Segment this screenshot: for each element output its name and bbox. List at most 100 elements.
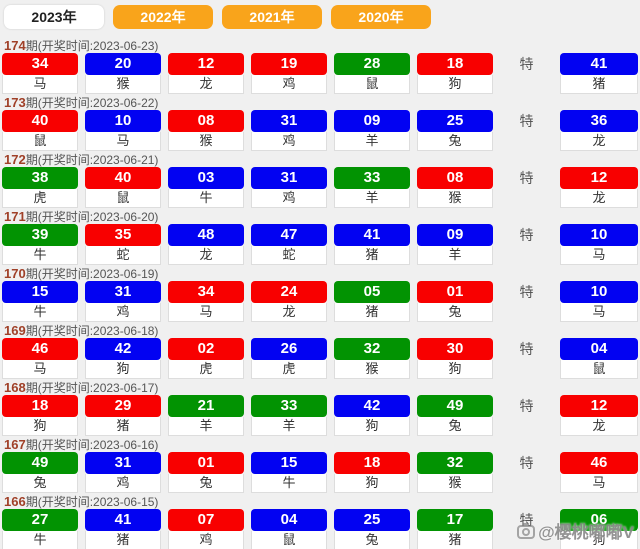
number-cell: 04 鼠	[251, 509, 327, 549]
draw-time-label: 期(开奖时间:2023-06-19)	[25, 267, 159, 281]
number-cell: 46 马	[2, 338, 78, 379]
draw-period-number: 174	[4, 38, 26, 53]
special-marker-label: 特	[519, 398, 534, 414]
number-cell: 42 狗	[334, 395, 410, 436]
draw-row: 174期(开奖时间:2023-06-23) 34 马 20 猴 12 龙 19 …	[2, 38, 638, 95]
zodiac-label: 鸡	[251, 75, 327, 94]
draw-period-number: 169	[4, 323, 26, 338]
zodiac-label: 马	[560, 474, 638, 493]
number-pill: 31	[85, 281, 161, 303]
number-pill: 10	[560, 224, 638, 246]
number-pill: 01	[168, 452, 244, 474]
zodiac-label: 龙	[560, 132, 638, 151]
zodiac-label: 狗	[417, 75, 493, 94]
number-pill: 12	[560, 167, 638, 189]
number-pill: 03	[168, 167, 244, 189]
zodiac-label: 马	[560, 246, 638, 265]
number-pill: 10	[85, 110, 161, 132]
draw-header: 172期(开奖时间:2023-06-21)	[2, 152, 638, 167]
zodiac-label: 狗	[560, 531, 638, 549]
draw-period-number: 170	[4, 266, 26, 281]
number-pill: 20	[85, 53, 161, 75]
draw-period-number: 167	[4, 437, 26, 452]
tab-2021[interactable]: 2021年	[222, 5, 322, 29]
number-cell: 48 龙	[168, 224, 244, 265]
zodiac-label: 兔	[417, 303, 493, 322]
special-number-cell: 41 猪	[560, 53, 638, 94]
zodiac-label: 龙	[560, 189, 638, 208]
draw-row: 169期(开奖时间:2023-06-18) 46 马 42 狗 02 虎 26 …	[2, 323, 638, 380]
number-cell: 41 猪	[85, 509, 161, 549]
draw-header: 170期(开奖时间:2023-06-19)	[2, 266, 638, 281]
draw-period-number: 172	[4, 152, 26, 167]
zodiac-label: 狗	[85, 360, 161, 379]
number-cell: 49 兔	[2, 452, 78, 493]
number-cell: 31 鸡	[85, 281, 161, 322]
special-number-cell: 46 马	[560, 452, 638, 493]
tab-2022[interactable]: 2022年	[113, 5, 213, 29]
zodiac-label: 羊	[417, 246, 493, 265]
special-marker-label: 特	[519, 227, 534, 243]
draw-header: 173期(开奖时间:2023-06-22)	[2, 95, 638, 110]
number-cell: 29 猪	[85, 395, 161, 436]
zodiac-label: 羊	[334, 132, 410, 151]
draw-period-number: 166	[4, 494, 26, 509]
draw-period-number: 168	[4, 380, 26, 395]
number-cell: 32 猴	[417, 452, 493, 493]
tab-2023[interactable]: 2023年	[4, 5, 104, 29]
draw-row: 170期(开奖时间:2023-06-19) 15 牛 31 鸡 34 马 24 …	[2, 266, 638, 323]
zodiac-label: 狗	[417, 360, 493, 379]
number-pill: 31	[251, 167, 327, 189]
zodiac-label: 马	[560, 303, 638, 322]
special-number-cell: 10 马	[560, 281, 638, 322]
number-pill: 08	[168, 110, 244, 132]
draw-grid: 39 牛 35 蛇 48 龙 47 蛇 41 猪 09 羊 特 10 马	[2, 224, 638, 265]
number-pill: 29	[85, 395, 161, 417]
special-marker-label: 特	[519, 170, 534, 186]
number-pill: 32	[334, 338, 410, 360]
number-cell: 27 牛	[2, 509, 78, 549]
number-pill: 10	[560, 281, 638, 303]
zodiac-label: 猪	[334, 303, 410, 322]
zodiac-label: 鸡	[251, 189, 327, 208]
number-cell: 31 鸡	[251, 110, 327, 151]
number-cell: 09 羊	[417, 224, 493, 265]
number-pill: 33	[251, 395, 327, 417]
number-pill: 25	[334, 509, 410, 531]
number-cell: 40 鼠	[85, 167, 161, 208]
number-cell: 26 虎	[251, 338, 327, 379]
tab-2020[interactable]: 2020年	[331, 5, 431, 29]
number-cell: 33 羊	[334, 167, 410, 208]
number-cell: 34 马	[168, 281, 244, 322]
zodiac-label: 兔	[417, 417, 493, 436]
zodiac-label: 马	[85, 132, 161, 151]
number-cell: 01 兔	[168, 452, 244, 493]
number-pill: 41	[85, 509, 161, 531]
zodiac-label: 兔	[168, 474, 244, 493]
number-pill: 21	[168, 395, 244, 417]
number-pill: 15	[251, 452, 327, 474]
number-pill: 41	[560, 53, 638, 75]
draw-time-label: 期(开奖时间:2023-06-21)	[25, 153, 159, 167]
draw-grid: 38 虎 40 鼠 03 牛 31 鸡 33 羊 08 猴 特 12 龙	[2, 167, 638, 208]
number-pill: 35	[85, 224, 161, 246]
zodiac-label: 猪	[334, 246, 410, 265]
draw-row: 173期(开奖时间:2023-06-22) 40 鼠 10 马 08 猴 31 …	[2, 95, 638, 152]
zodiac-label: 鼠	[2, 132, 78, 151]
number-pill: 33	[334, 167, 410, 189]
special-marker-label: 特	[519, 455, 534, 471]
draw-time-label: 期(开奖时间:2023-06-16)	[25, 438, 159, 452]
zodiac-label: 鼠	[334, 75, 410, 94]
number-pill: 46	[2, 338, 78, 360]
number-cell: 21 羊	[168, 395, 244, 436]
number-pill: 12	[560, 395, 638, 417]
zodiac-label: 猴	[168, 132, 244, 151]
draw-header: 171期(开奖时间:2023-06-20)	[2, 209, 638, 224]
number-pill: 02	[168, 338, 244, 360]
draw-header: 166期(开奖时间:2023-06-15)	[2, 494, 638, 509]
zodiac-label: 马	[2, 360, 78, 379]
zodiac-label: 狗	[334, 474, 410, 493]
draw-grid: 18 狗 29 猪 21 羊 33 羊 42 狗 49 兔 特 12 龙	[2, 395, 638, 436]
draw-time-label: 期(开奖时间:2023-06-18)	[25, 324, 159, 338]
